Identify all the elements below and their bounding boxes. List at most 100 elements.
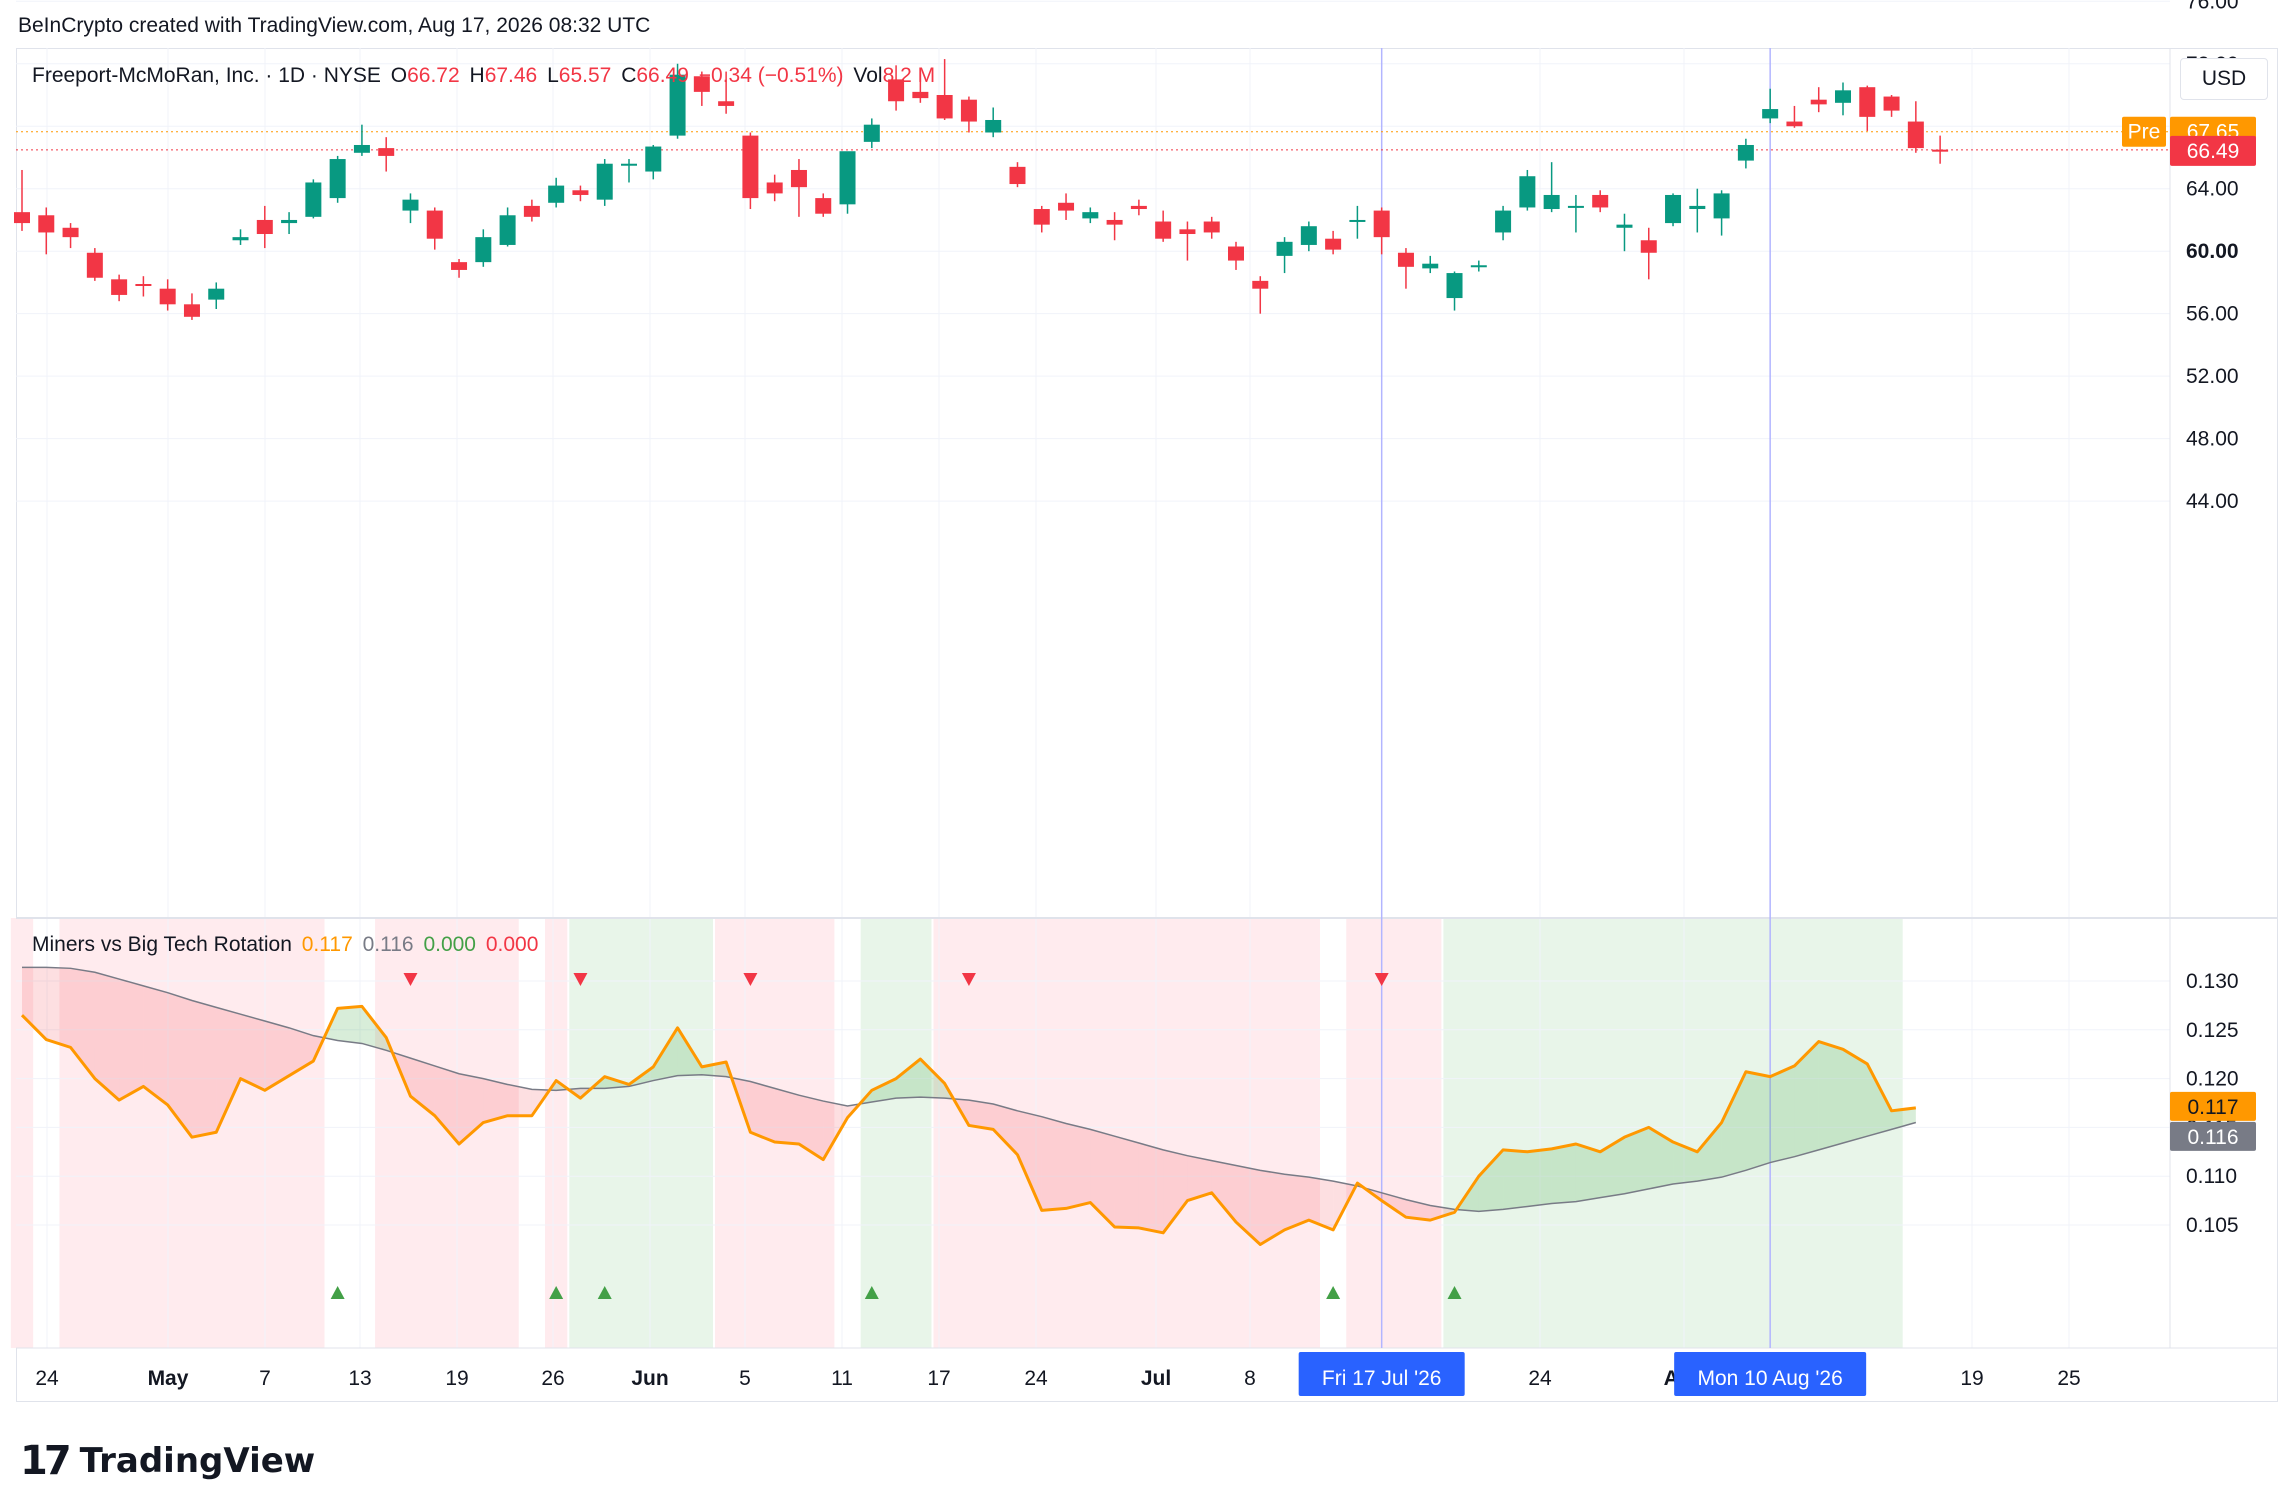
candle-body <box>718 101 735 106</box>
indicator-axis-tick: 0.120 <box>2186 1068 2239 1091</box>
candle <box>451 259 468 278</box>
time-axis-tick: May <box>148 1367 189 1390</box>
candle <box>135 276 152 297</box>
rotation-value: 0.117 <box>2188 1096 2239 1119</box>
candle-body <box>1543 194 1560 210</box>
candle-body <box>62 227 79 238</box>
candle <box>1300 221 1317 252</box>
candle-body <box>402 199 419 211</box>
volume-value: 8.2 M <box>882 64 936 87</box>
fill-segment-above <box>896 1059 921 1099</box>
regime-band-green <box>860 918 932 1348</box>
fill-segment-above <box>1648 1127 1674 1189</box>
candle <box>645 144 662 180</box>
candle <box>1567 194 1584 233</box>
candle <box>912 68 929 103</box>
candle-body <box>1737 144 1754 161</box>
indicator-value-sell: 0.000 <box>485 933 539 956</box>
candle-body <box>305 182 322 217</box>
fill-segment-above <box>1721 1071 1746 1178</box>
candle <box>1495 205 1512 241</box>
sell-signal-marker <box>403 973 418 986</box>
fill-segment-below <box>240 1014 265 1091</box>
time-axis-tick: 11 <box>831 1367 853 1390</box>
crosshair-date-badge <box>1298 1352 1465 1396</box>
time-axis-tick: 26 <box>541 1367 564 1390</box>
rotation-line <box>20 1004 1917 1247</box>
candle-body <box>1689 205 1706 210</box>
candle <box>1616 213 1633 252</box>
candle <box>1325 230 1342 255</box>
candle-body <box>1252 280 1269 289</box>
fill-segment-above <box>653 1027 678 1081</box>
candle-body <box>1592 194 1609 208</box>
candle-body <box>596 163 613 200</box>
time-axis-tick: 13 <box>348 1367 371 1390</box>
time-axis-tick: 8 <box>1244 1367 1256 1390</box>
fill-segment-below <box>1066 1123 1091 1209</box>
time-axis-tick: Jun <box>631 1367 668 1390</box>
price-axis-tick: 52.00 <box>2186 365 2239 388</box>
candle <box>1422 255 1439 274</box>
candle <box>960 96 977 133</box>
candle-body <box>256 219 273 235</box>
candle <box>329 155 346 203</box>
grid-lines <box>16 0 2170 1348</box>
buy-signal-marker <box>1447 1286 1462 1299</box>
candle-body <box>281 219 298 224</box>
candle <box>888 65 905 111</box>
fill-segment-above <box>1624 1127 1649 1194</box>
high-label: H <box>469 64 485 87</box>
candle-body <box>353 144 370 153</box>
regime-band-red <box>59 918 325 1348</box>
candle-body <box>1470 265 1487 268</box>
buy-signal-marker <box>1326 1286 1341 1299</box>
candle <box>232 229 249 245</box>
tradingview-logo-text: TradingView <box>79 1441 316 1481</box>
candle <box>1859 85 1876 131</box>
candle-body <box>1009 166 1026 185</box>
fill-segment-below <box>798 1095 824 1160</box>
indicator-name[interactable]: Miners vs Big Tech Rotation <box>32 933 292 956</box>
fill-segment-below <box>1381 1192 1406 1218</box>
regime-backgrounds <box>10 918 1903 1348</box>
sell-signal-marker <box>573 973 588 986</box>
candle-body <box>912 91 929 99</box>
fill-segment-below <box>774 1088 799 1144</box>
tradingview-logo[interactable]: 17 TradingView <box>20 1438 315 1484</box>
candle <box>621 159 637 183</box>
fill-segment-below <box>1114 1136 1139 1228</box>
candle-body <box>1835 90 1851 103</box>
candle <box>378 137 395 172</box>
fill-segment-below <box>483 1078 508 1123</box>
candle <box>790 159 807 217</box>
change-value: −0.34 (−0.51%) <box>698 64 844 87</box>
candle <box>1883 95 1900 117</box>
fill-segment-below <box>22 967 47 1040</box>
rotation-value-badge <box>2170 1091 2256 1121</box>
currency-button[interactable]: USD <box>2180 58 2268 100</box>
candle <box>839 151 856 214</box>
candle-body <box>38 215 55 233</box>
candle-body <box>888 79 905 102</box>
symbol-title[interactable]: Freeport-McMoRan, Inc. · 1D · NYSE <box>32 64 381 87</box>
candle <box>1155 210 1172 242</box>
candle <box>256 205 273 249</box>
fill-segment-below <box>1138 1143 1164 1233</box>
candle-body <box>208 288 225 300</box>
open-value: 66.72 <box>407 64 460 87</box>
regime-band-red <box>375 918 519 1348</box>
high-value: 67.46 <box>484 64 538 87</box>
candle <box>1713 190 1730 236</box>
regime-band-red <box>545 918 568 1348</box>
candle <box>1786 105 1803 128</box>
candle <box>1252 276 1269 314</box>
candle <box>208 282 225 309</box>
candle <box>14 169 30 231</box>
candle <box>863 118 880 149</box>
candle-body <box>499 215 516 245</box>
regime-band-red <box>10 918 34 1348</box>
candle-body <box>839 151 856 205</box>
time-axis-tick: 24 <box>1528 1367 1552 1390</box>
